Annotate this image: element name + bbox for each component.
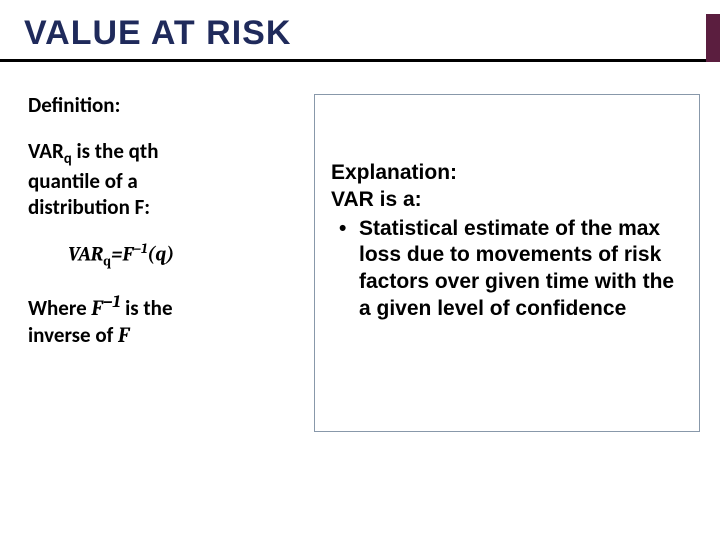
explanation-list: Statistical estimate of the max loss due…	[331, 216, 679, 324]
explanation-intro: VAR is a:	[331, 186, 679, 213]
formula-sup: −1	[133, 240, 147, 257]
where-F-sup: −1	[103, 292, 121, 312]
title-bar: VALUE AT RISK	[0, 14, 720, 62]
where-F: F−1	[91, 297, 120, 321]
where-2: is the	[120, 295, 172, 321]
where-1: Where	[28, 295, 91, 321]
quantile-text: VARq is the qth quantile of a distributi…	[28, 138, 298, 220]
where-text: Where F−1 is the inverse of F	[28, 292, 298, 350]
explanation-label: Explanation:	[331, 159, 679, 186]
formula: VARq=F−1(q)	[28, 240, 298, 270]
where-Fvar: F	[118, 324, 129, 348]
var-text: VAR	[28, 138, 64, 164]
formula-sub: q	[103, 253, 111, 270]
quantile-line3: distribution F:	[28, 194, 150, 220]
formula-eq: =	[111, 243, 122, 266]
definition-column: Definition: VARq is the qth quantile of …	[28, 92, 298, 369]
title-accent	[706, 14, 720, 62]
slide-title: VALUE AT RISK	[0, 14, 291, 53]
quantile-line2: quantile of a	[28, 168, 138, 194]
formula-arg: (q)	[147, 243, 174, 266]
definition-label: Definition:	[28, 92, 298, 118]
formula-var: VAR	[68, 243, 103, 266]
explanation-box: Explanation: VAR is a: Statistical estim…	[314, 94, 700, 432]
where-3: inverse of	[28, 322, 118, 348]
where-F-base: F	[91, 297, 102, 321]
var-subscript: q	[64, 149, 72, 167]
explanation-bullet: Statistical estimate of the max loss due…	[331, 216, 679, 324]
quantile-cont: is the qth	[72, 138, 159, 164]
formula-F: F	[123, 243, 134, 266]
